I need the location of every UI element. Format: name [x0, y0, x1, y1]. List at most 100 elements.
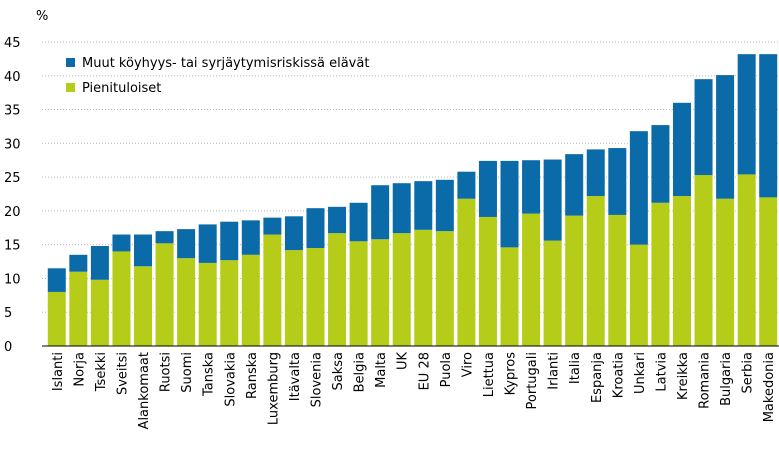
- bar-segment: [565, 215, 584, 346]
- bar-segment: [672, 196, 691, 346]
- bar-segment: [392, 233, 411, 346]
- bar-segment: [112, 234, 131, 252]
- bar-segment: [737, 174, 756, 346]
- x-tick-label: Sveitsi: [115, 352, 130, 395]
- x-tick-label: Tanska: [202, 352, 217, 397]
- bar-segment: [457, 198, 476, 346]
- bar-segment: [90, 279, 109, 346]
- x-tick-label: Kypros: [504, 352, 519, 396]
- x-tick-label: EU 28: [417, 352, 432, 390]
- x-tick-label: Belgia: [353, 352, 368, 392]
- y-axis-label: %: [36, 9, 48, 24]
- bar-segment: [500, 247, 519, 346]
- bar-segment: [328, 206, 347, 234]
- x-tick-label: Norja: [72, 352, 87, 387]
- x-tick-label: Alankomaat: [137, 352, 152, 429]
- bar-segment: [478, 160, 497, 217]
- bar-segment: [435, 231, 454, 346]
- bar-segment: [522, 160, 541, 214]
- x-tick-label: Viro: [460, 352, 475, 377]
- bar-segment: [543, 240, 562, 346]
- bar-segment: [759, 197, 778, 346]
- bar-segment: [716, 75, 735, 199]
- bar-segment: [47, 268, 66, 292]
- y-tick-label: 40: [4, 70, 21, 85]
- bar-segment: [414, 229, 433, 346]
- bar-segment: [177, 229, 196, 259]
- x-tick-label: UK: [396, 352, 411, 371]
- bar-segment: [349, 202, 368, 242]
- bar-segment: [522, 213, 541, 346]
- x-tick-label: Itävalta: [288, 352, 303, 401]
- x-tick-label: Slovenia: [309, 352, 324, 407]
- x-tick-label: Irlanti: [547, 352, 562, 390]
- y-tick-label: 35: [4, 104, 21, 119]
- bar-segment: [263, 217, 282, 235]
- bar-segment: [198, 262, 217, 346]
- bar-segment: [543, 159, 562, 241]
- bar-segment: [241, 220, 260, 255]
- x-tick-label: Unkari: [633, 352, 648, 394]
- bar-segment: [284, 216, 303, 251]
- bar-segment: [241, 254, 260, 346]
- x-tick-label: Ranska: [245, 352, 260, 399]
- bar-segment: [69, 271, 88, 346]
- bar-segment: [586, 196, 605, 346]
- x-tick-label: Latvia: [654, 352, 669, 392]
- x-tick-label: Kroatia: [611, 352, 626, 398]
- y-tick-label: 15: [4, 239, 21, 254]
- x-tick-label: Serbia: [741, 352, 756, 393]
- x-tick-label: Puola: [439, 352, 454, 387]
- bar-segment: [651, 125, 670, 203]
- x-tick-label: Liettua: [482, 352, 497, 397]
- bar-segment: [220, 221, 239, 261]
- x-tick-label: Romania: [698, 352, 713, 409]
- y-tick-label: 0: [4, 340, 12, 355]
- bar-segment: [155, 231, 174, 244]
- bar-segment: [112, 251, 131, 346]
- bar-segment: [371, 239, 390, 346]
- x-tick-label: Portugali: [525, 352, 540, 409]
- y-tick-label: 10: [4, 272, 21, 287]
- x-tick-label: Italia: [568, 352, 583, 384]
- y-tick-label: 45: [4, 36, 21, 51]
- bar-segment: [478, 216, 497, 346]
- x-tick-label: Tsekki: [94, 352, 109, 392]
- x-tick-label: Saksa: [331, 352, 346, 391]
- x-tick-label: Suomi: [180, 352, 195, 393]
- bar-segment: [134, 234, 153, 267]
- bar-segment: [435, 179, 454, 232]
- bar-segment: [263, 234, 282, 346]
- bar-segment: [47, 291, 66, 346]
- bar-segment: [759, 54, 778, 198]
- bar-segment: [672, 102, 691, 197]
- y-tick-label: 30: [4, 137, 21, 152]
- bar-segment: [198, 224, 217, 263]
- y-tick-label: 5: [4, 306, 12, 321]
- bar-segment: [694, 79, 713, 176]
- bar-segment: [328, 233, 347, 346]
- bar-segment: [134, 266, 153, 346]
- bar-segment: [565, 154, 584, 216]
- bar-segment: [500, 160, 519, 248]
- legend-swatch: [66, 58, 75, 67]
- bar-segment: [371, 185, 390, 240]
- bar-segment: [457, 171, 476, 199]
- x-tick-label: Slovakia: [223, 352, 238, 407]
- bar-segment: [284, 250, 303, 346]
- x-tick-label: Espanja: [590, 352, 605, 403]
- bar-segment: [716, 198, 735, 346]
- bar-segment: [90, 246, 109, 280]
- bar-segment: [608, 214, 627, 346]
- bar-segment: [629, 244, 648, 346]
- x-tick-label: Kreikka: [676, 352, 691, 400]
- legend-label: Muut köyhyys- tai syrjäytymisriskissä el…: [82, 56, 369, 71]
- bar-segment: [349, 241, 368, 346]
- legend-label: Pienituloiset: [82, 81, 161, 96]
- x-tick-label: Malta: [374, 352, 389, 388]
- bar-segment: [608, 148, 627, 215]
- bar-segment: [414, 181, 433, 230]
- legend-swatch: [66, 83, 75, 92]
